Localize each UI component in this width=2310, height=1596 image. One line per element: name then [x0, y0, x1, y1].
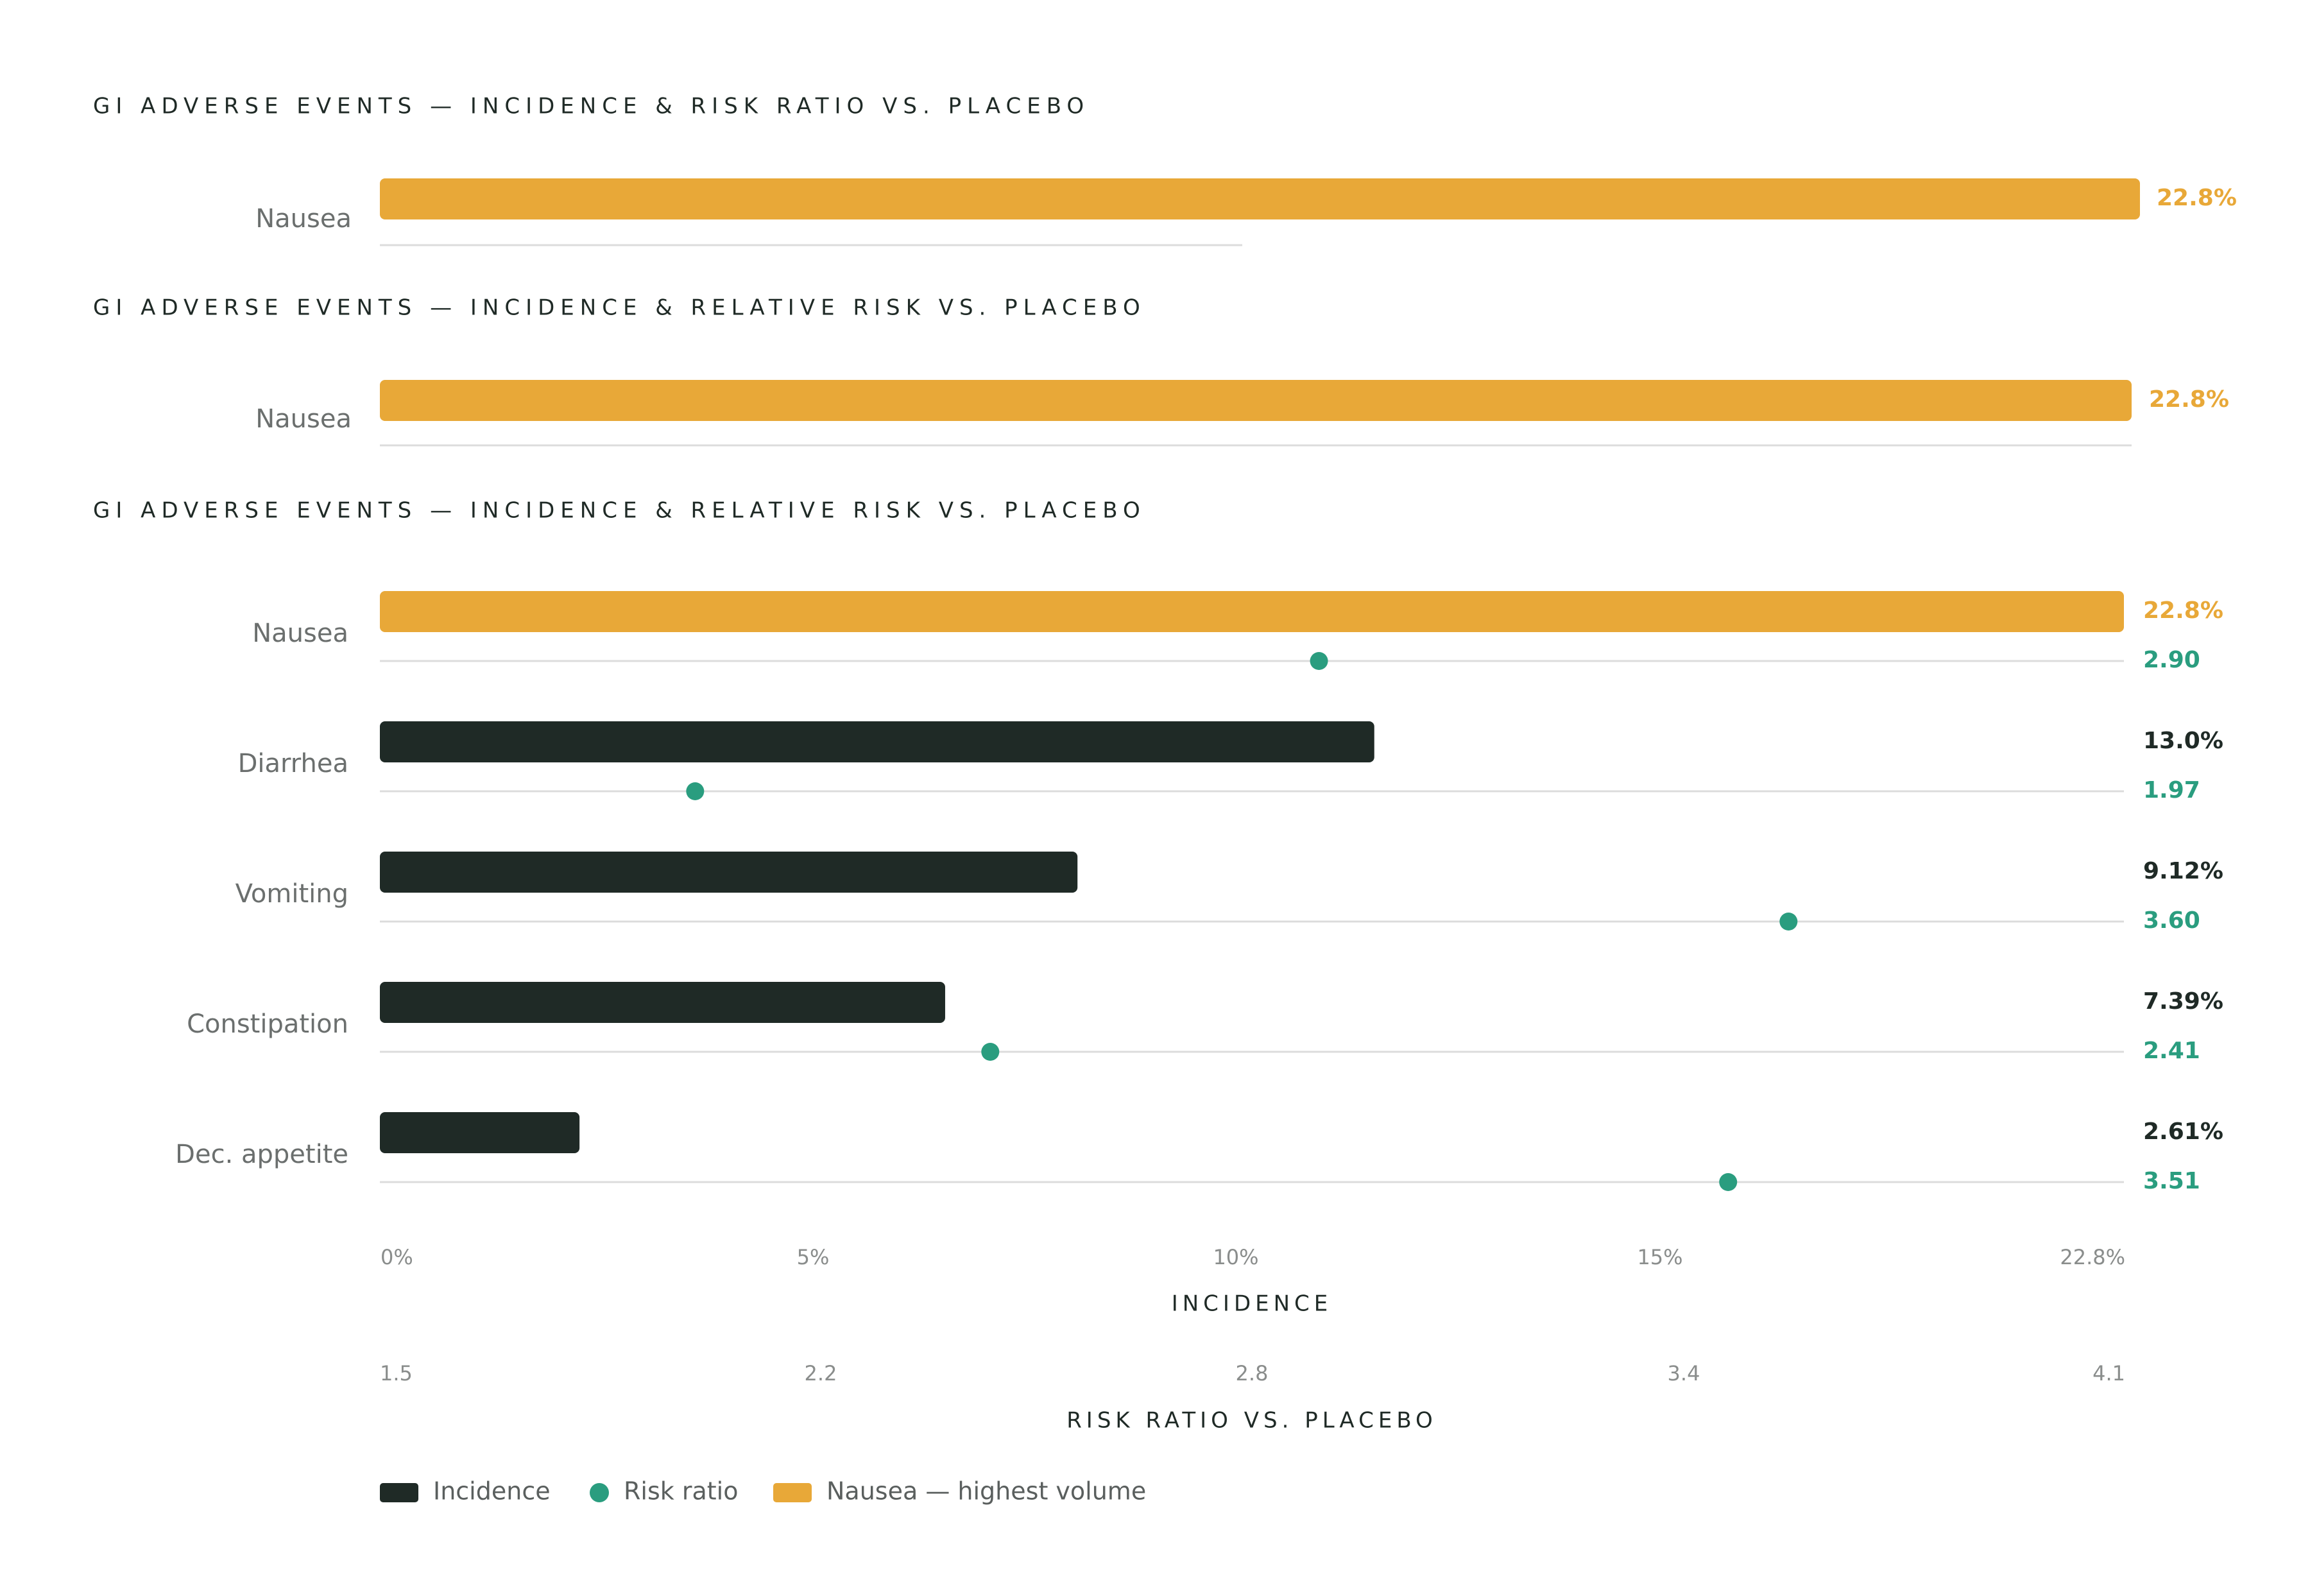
incidence-value-label: 22.8%	[2157, 185, 2237, 211]
incidence-axis-label: INCIDENCE	[1172, 1291, 1333, 1317]
incidence-bar	[380, 591, 2124, 632]
chart-title: GI ADVERSE EVENTS — INCIDENCE & RISK RAT…	[93, 94, 1090, 119]
risk-tick-label: 4.1	[2092, 1361, 2125, 1386]
legend-swatch-highlight	[773, 1483, 812, 1502]
legend-swatch-incidence	[380, 1483, 418, 1502]
risk-ratio-value-label: 1.97	[2143, 777, 2200, 803]
risk-tick-label: 2.2	[805, 1361, 837, 1386]
risk-axis-label: RISK RATIO VS. PLACEBO	[1066, 1408, 1437, 1434]
legend-label-risk-ratio: Risk ratio	[624, 1477, 738, 1506]
incidence-bar	[380, 982, 945, 1023]
incidence-bar	[380, 721, 1374, 762]
legend-swatch-risk-ratio	[590, 1483, 609, 1502]
incidence-value-label: 2.61%	[2143, 1119, 2223, 1145]
risk-ratio-point	[1310, 652, 1328, 670]
category-label: Nausea	[252, 619, 348, 648]
risk-ratio-value-label: 2.90	[2143, 647, 2200, 673]
incidence-tick-label: 5%	[797, 1245, 830, 1269]
incidence-tick-label: 22.8%	[2060, 1245, 2125, 1269]
category-label: Vomiting	[235, 879, 348, 909]
category-label: Diarrhea	[238, 749, 348, 778]
category-label: Nausea	[255, 204, 352, 234]
risk-ratio-value-label: 2.41	[2143, 1038, 2200, 1064]
incidence-value-label: 22.8%	[2143, 597, 2223, 624]
risk-ratio-point	[981, 1043, 1000, 1061]
legend-label-incidence: Incidence	[433, 1477, 551, 1506]
incidence-bar	[380, 1112, 580, 1153]
incidence-tick-label: 0%	[381, 1245, 413, 1269]
legend-label-highlight: Nausea — highest volume	[826, 1477, 1146, 1506]
category-label: Nausea	[255, 404, 352, 434]
risk-tick-label: 3.4	[1668, 1361, 1700, 1386]
incidence-bar-preview	[380, 380, 2132, 421]
risk-tick-label: 2.8	[1236, 1361, 1269, 1386]
category-label: Constipation	[187, 1009, 348, 1039]
category-label: Dec. appetite	[175, 1140, 348, 1169]
incidence-bar-preview	[380, 178, 2140, 219]
incidence-value-label: 13.0%	[2143, 728, 2223, 754]
incidence-bar	[380, 852, 1078, 893]
risk-ratio-point	[1779, 913, 1798, 931]
incidence-value-label: 9.12%	[2143, 858, 2223, 884]
risk-ratio-value-label: 3.51	[2143, 1168, 2200, 1194]
risk-ratio-point	[686, 782, 705, 800]
incidence-value-label: 7.39%	[2143, 988, 2223, 1015]
chart-title: GI ADVERSE EVENTS — INCIDENCE & RELATIVE…	[93, 498, 1146, 524]
incidence-tick-label: 10%	[1213, 1245, 1258, 1269]
risk-ratio-point	[1719, 1173, 1738, 1191]
risk-tick-label: 1.5	[380, 1361, 413, 1386]
incidence-value-label: 22.8%	[2149, 386, 2229, 413]
chart-title: GI ADVERSE EVENTS — INCIDENCE & RELATIVE…	[93, 295, 1146, 321]
incidence-tick-label: 15%	[1637, 1245, 1682, 1269]
risk-ratio-value-label: 3.60	[2143, 907, 2200, 934]
